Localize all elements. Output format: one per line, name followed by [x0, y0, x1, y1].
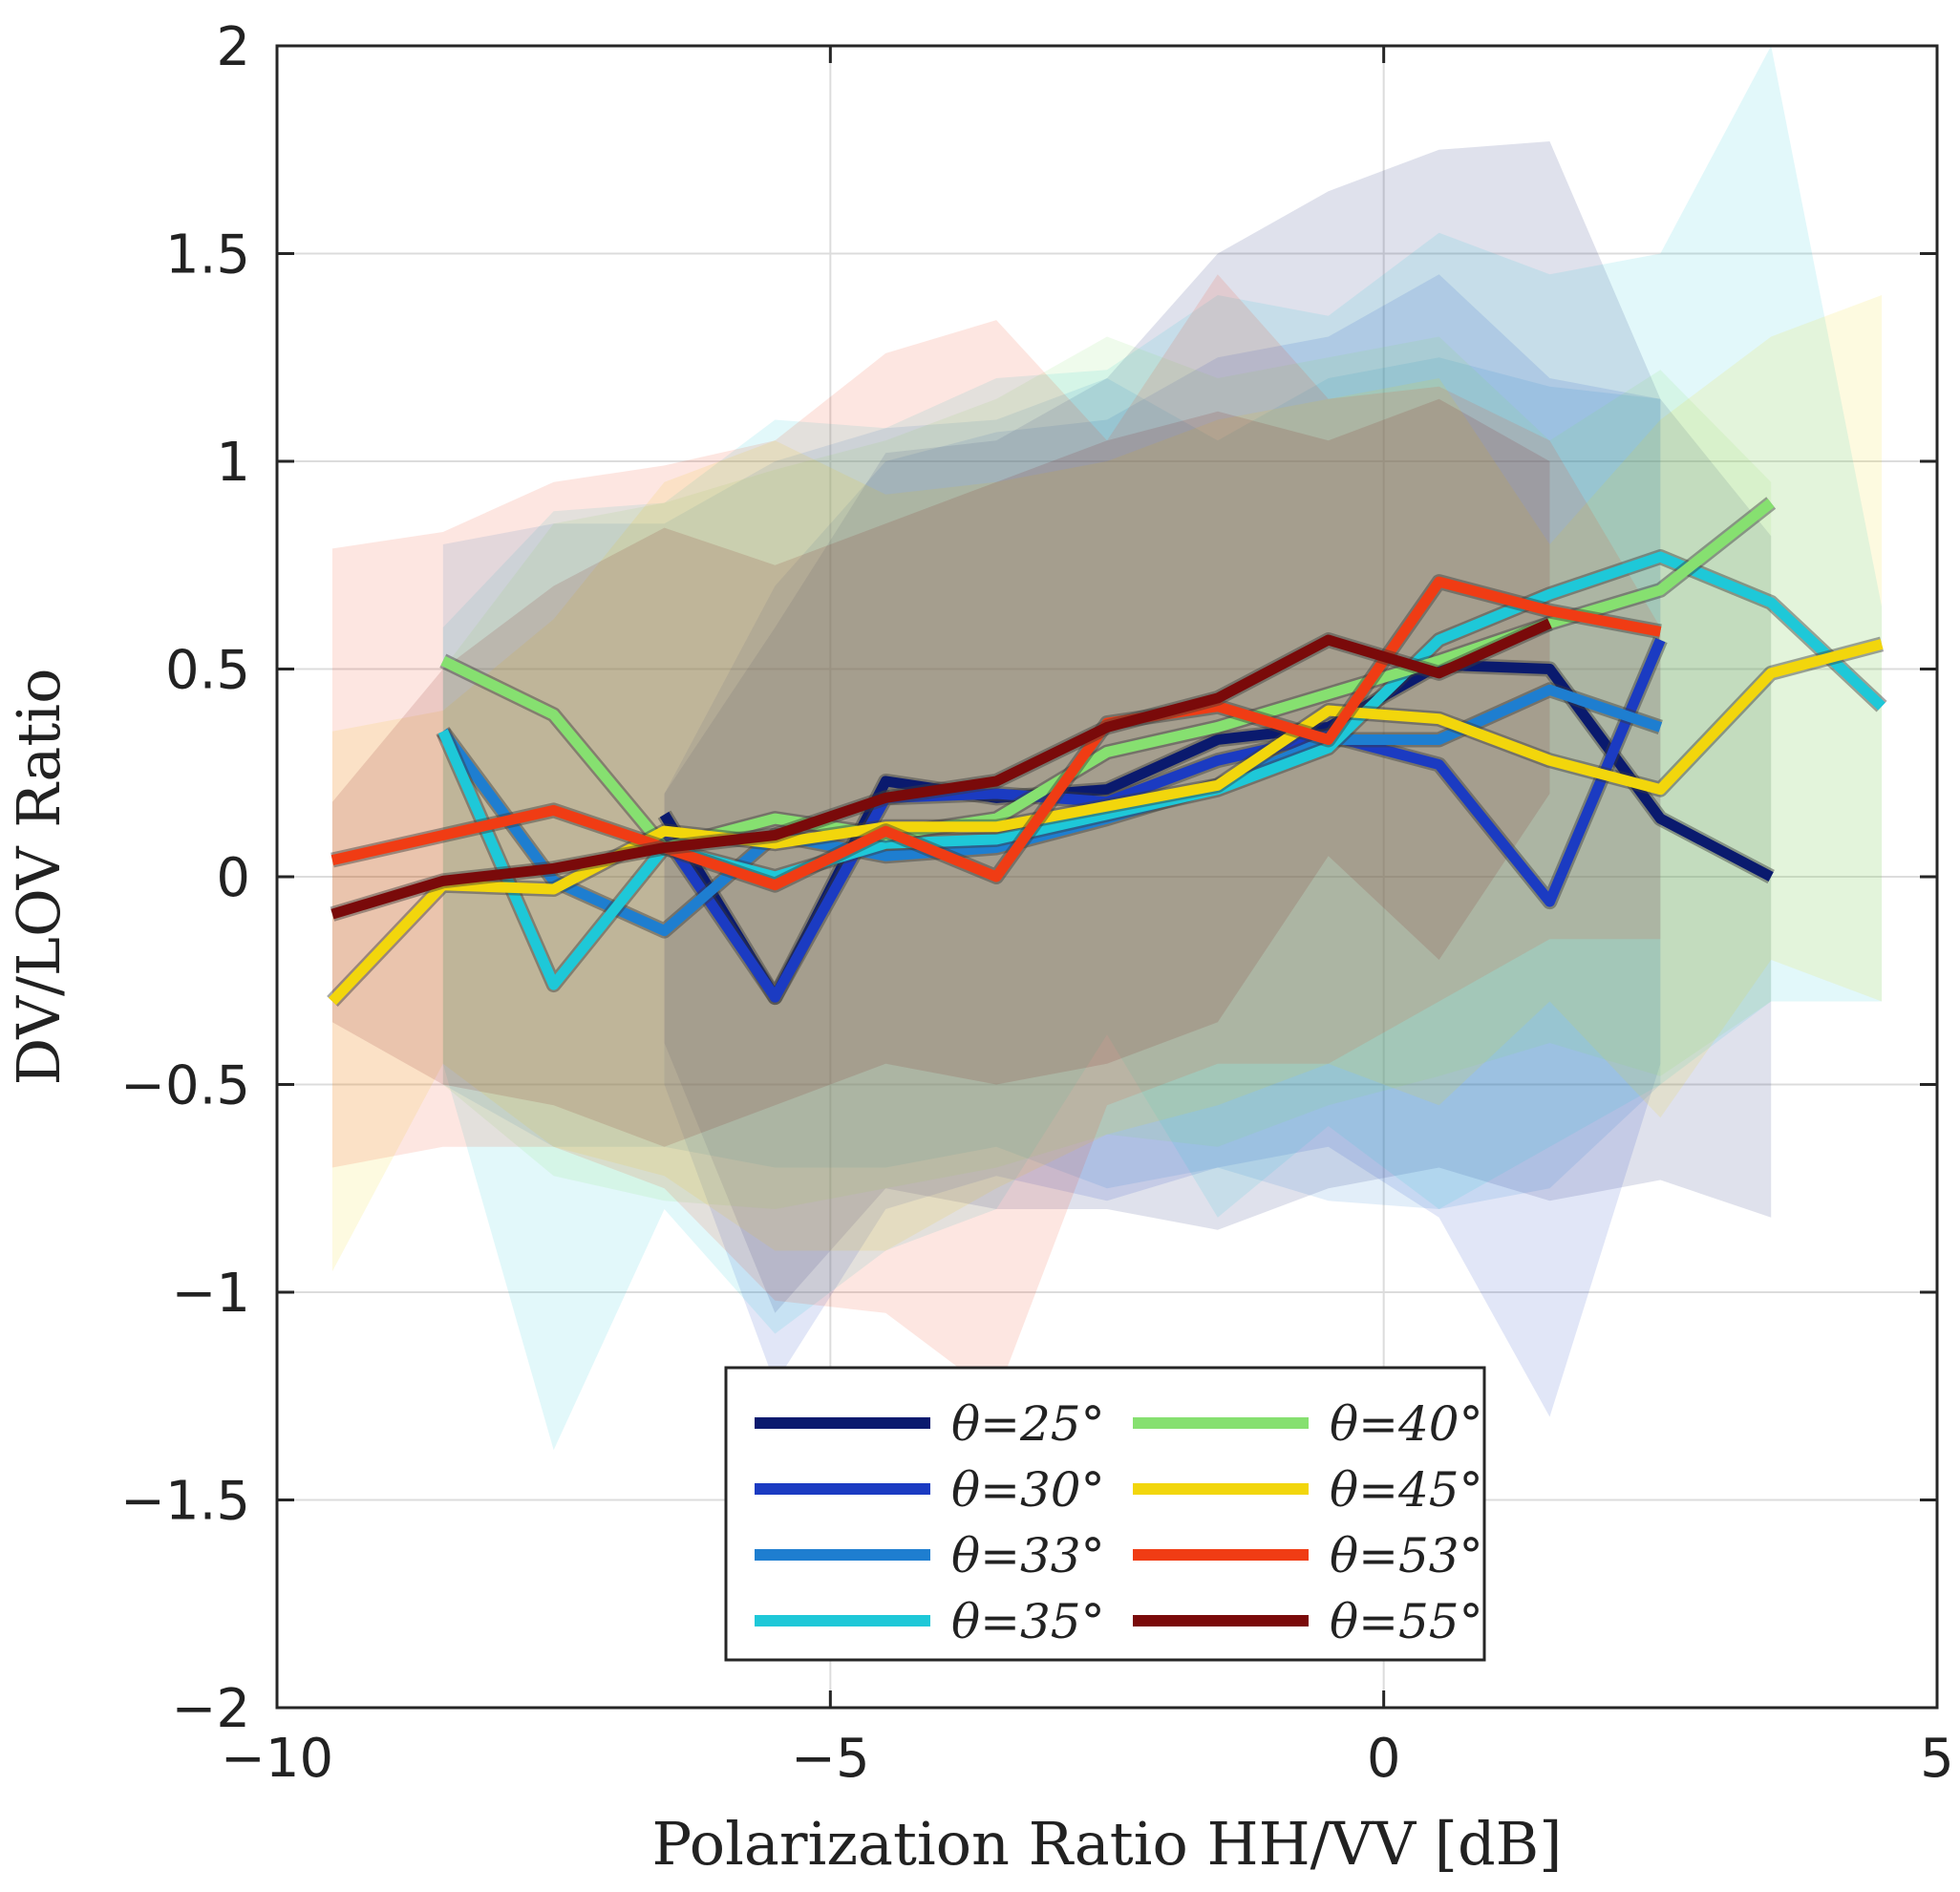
- y-tick-label: −1.5: [120, 1471, 250, 1533]
- legend-label-series-7: θ=53°: [1330, 1528, 1483, 1584]
- y-tick-label: 0: [216, 847, 250, 909]
- legend-label-series-6: θ=45°: [1330, 1462, 1483, 1518]
- legend: θ=25° θ=30° θ=33° θ=35° θ=40° θ=45° θ=53° θ=55°: [724, 1366, 1486, 1662]
- y-tick-label: −1: [171, 1263, 250, 1325]
- band-series-4: [442, 46, 1883, 1451]
- legend-label-series-4: θ=35°: [951, 1594, 1105, 1649]
- tick-layer: −10 −5 0 5 −2 −1.5 −1 −0.5 0 0.5 1 1.5 2: [120, 16, 1954, 1790]
- line-series-6: [328, 639, 1884, 1006]
- band-series-8: [331, 398, 1550, 1147]
- line-series-7: [330, 576, 1662, 891]
- y-axis-label: DV/LOV Ratio: [4, 669, 74, 1086]
- y-tick-label: 1: [216, 432, 250, 494]
- line-series-8: [330, 618, 1552, 920]
- y-tick-label: 0.5: [165, 640, 250, 702]
- legend-label-series-2: θ=30°: [951, 1462, 1105, 1518]
- legend-label-series-3: θ=33°: [951, 1528, 1105, 1584]
- y-tick-label: −0.5: [120, 1055, 250, 1117]
- x-tick-label: 5: [1920, 1728, 1954, 1790]
- line-series-2: [659, 637, 1666, 1003]
- x-tick-label: 0: [1367, 1728, 1401, 1790]
- line-layer: [327, 497, 1887, 1008]
- legend-box: [724, 1366, 1486, 1662]
- y-tick-label: 2: [216, 16, 250, 78]
- y-tick-label: 1.5: [165, 224, 250, 287]
- x-axis-label: Polarization Ratio HH/VV [dB]: [652, 1809, 1563, 1879]
- x-tick-label: −10: [221, 1728, 333, 1790]
- legend-label-series-1: θ=25°: [951, 1396, 1105, 1452]
- band-series-6: [331, 295, 1883, 1272]
- band-series-2: [664, 274, 1661, 1417]
- y-tick-label: −2: [171, 1678, 250, 1740]
- legend-label-series-5: θ=40°: [1330, 1396, 1483, 1452]
- legend-label-series-8: θ=55°: [1330, 1594, 1483, 1649]
- x-tick-label: −5: [791, 1728, 870, 1790]
